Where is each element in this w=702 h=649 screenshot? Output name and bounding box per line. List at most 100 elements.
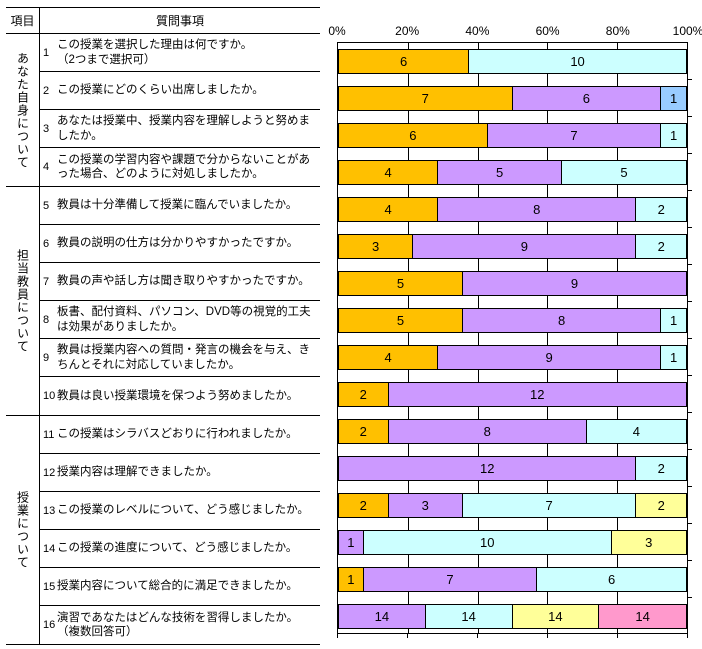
bar-segment: 6: [512, 87, 662, 110]
bar-segment: 2: [339, 383, 389, 406]
bar-segment: 12: [339, 457, 637, 480]
question-row: 3 あなたは授業中、授業内容を理解しようと努めましたか。: [40, 110, 320, 148]
bar-segment: 4: [586, 420, 686, 443]
value-axis-tick: [617, 634, 618, 638]
segment-value: 3: [372, 239, 380, 254]
segment-value: 7: [570, 128, 578, 143]
segment-value: 14: [374, 609, 390, 624]
segment-value: 14: [548, 609, 563, 624]
group-label: 授業について: [15, 491, 30, 569]
bar-row-2: 7 6 1: [338, 86, 687, 111]
bar-segment: 6: [537, 568, 686, 591]
question-text: 教員は十分準備して授業に臨んでいましたか。: [57, 199, 298, 212]
segment-value: 2: [657, 498, 665, 513]
segment-value: 12: [530, 387, 545, 402]
question-row: 6 教員の説明の仕方は分かりやすかったですか。: [40, 225, 320, 263]
category-axis-tick: [688, 560, 692, 561]
bar-row-12: 12 2: [338, 456, 687, 481]
bar-segment: 5: [562, 161, 686, 184]
question-number: 3: [43, 122, 50, 135]
gridline: [407, 43, 409, 633]
segment-value: 4: [384, 202, 392, 217]
question-text: この授業の学習内容や課題で分からないことがあった場合、どのように対処しましたか。: [57, 153, 310, 180]
bar-segment: 2: [636, 235, 686, 258]
segment-value: 8: [483, 424, 491, 439]
segment-value: 10: [570, 54, 585, 69]
x-axis-label: 100%: [672, 24, 702, 38]
question-number: 9: [43, 351, 50, 364]
table-body: あなた自身について 1 この授業を選択した理由は何ですか。 （2つまで選択可） 2 この…: [6, 34, 320, 645]
bar-segment: 7: [462, 494, 637, 517]
bar-row-3: 6 7 1: [338, 123, 687, 148]
group-questions: 5 教員は十分準備して授業に臨んでいましたか。 6 教員の説明の仕方は分かりやすかった…: [40, 187, 320, 415]
bar-segment: 12: [388, 383, 686, 406]
category-axis-tick: [688, 153, 692, 154]
question-row: 4 この授業の学習内容や課題で分からないことがあった場合、どのように対処しましたか…: [40, 148, 320, 186]
question-number: 8: [43, 313, 50, 326]
question-text: 授業内容は理解できましたか。: [57, 466, 218, 479]
question-number: 12: [43, 466, 56, 479]
segment-value: 9: [520, 239, 528, 254]
category-axis-tick: [688, 412, 692, 413]
segment-value: 8: [557, 313, 566, 328]
question-text: この授業はシラバスどおりに行われましたか。: [57, 428, 298, 441]
group-label: 担当教員について: [15, 249, 30, 353]
category-axis-tick: [688, 597, 692, 598]
bar-segment: 10: [363, 531, 612, 554]
bar-segment: 2: [636, 494, 686, 517]
question-table: 項目 質問事項 あなた自身について 1 この授業を選択した理由は何ですか。 （2つま…: [6, 7, 320, 645]
segment-value: 2: [359, 498, 367, 513]
question-text: 教員の説明の仕方は分かりやすかったですか。: [57, 237, 299, 250]
bar-segment: 6: [339, 50, 470, 73]
bar-row-4: 4 5 5: [338, 160, 687, 185]
category-axis-tick: [688, 190, 692, 191]
bar-segment: 5: [438, 161, 563, 184]
segment-value: 6: [409, 128, 417, 143]
bar-segment: 1: [339, 568, 364, 591]
question-number: 1: [43, 46, 50, 59]
question-text: 演習であなたはどんな技術を習得しましたか。 （複数回答可）: [57, 611, 299, 638]
bar-segment: 14: [512, 605, 600, 628]
question-row: 13 この授業のレベルについて、どう感じましたか。: [40, 492, 320, 530]
segment-value: 4: [384, 350, 392, 365]
question-number: 13: [43, 504, 56, 517]
question-group: 授業について 11 この授業はシラバスどおりに行われましたか。 12 授業内容は理解でき…: [6, 416, 320, 645]
segment-value: 2: [657, 202, 665, 217]
question-row: 10 教員は良い授業環境を保つよう努めましたか。: [40, 377, 320, 415]
bar-segment: 14: [339, 605, 426, 628]
bar-segment: 3: [339, 235, 414, 258]
bar-segment: 7: [339, 87, 513, 110]
bar-row-16: 14 14 14 14: [338, 604, 687, 629]
category-axis-tick: [688, 338, 692, 339]
bar-segment: 1: [661, 87, 686, 110]
segment-value: 1: [669, 128, 678, 143]
question-group: 担当教員について 5 教員は十分準備して授業に臨んでいましたか。 6 教員の説明の仕方は…: [6, 187, 320, 416]
segment-value: 7: [545, 498, 553, 513]
segment-value: 3: [421, 498, 429, 513]
question-number: 5: [43, 199, 50, 212]
group-label: あなた自身について: [15, 51, 30, 169]
question-number: 7: [43, 275, 50, 288]
question-text: この授業の進度について、どう感じましたか。: [57, 542, 298, 555]
question-row: 9 教員は授業内容への質問・発言の機会を与え、きちんとそれに対応していましたか。: [40, 339, 320, 377]
segment-value: 1: [347, 572, 355, 587]
value-axis-tick: [477, 634, 478, 638]
bar-segment: 3: [611, 531, 686, 554]
bar-row-15: 1 7 6: [338, 567, 687, 592]
bar-segment: 7: [363, 568, 538, 591]
bar-segment: 1: [661, 124, 686, 147]
bar-segment: 8: [438, 198, 637, 221]
segment-value: 9: [545, 350, 553, 365]
group-label-cell: あなた自身について: [6, 34, 40, 186]
bar-row-14: 1 10 3: [338, 530, 687, 555]
bar-row-8: 5 8 1: [338, 308, 687, 333]
question-row: 14 この授業の進度について、どう感じましたか。: [40, 530, 320, 568]
segment-value: 5: [620, 165, 628, 180]
bar-segment: 4: [339, 161, 439, 184]
question-text: あなたは授業中、授業内容を理解しようと努めましたか。: [57, 115, 310, 142]
segment-value: 2: [657, 461, 665, 476]
segment-value: 7: [421, 91, 429, 106]
question-row: 15 授業内容について総合的に満足できましたか。: [40, 568, 320, 606]
bar-row-9: 4 9 1: [338, 345, 687, 370]
